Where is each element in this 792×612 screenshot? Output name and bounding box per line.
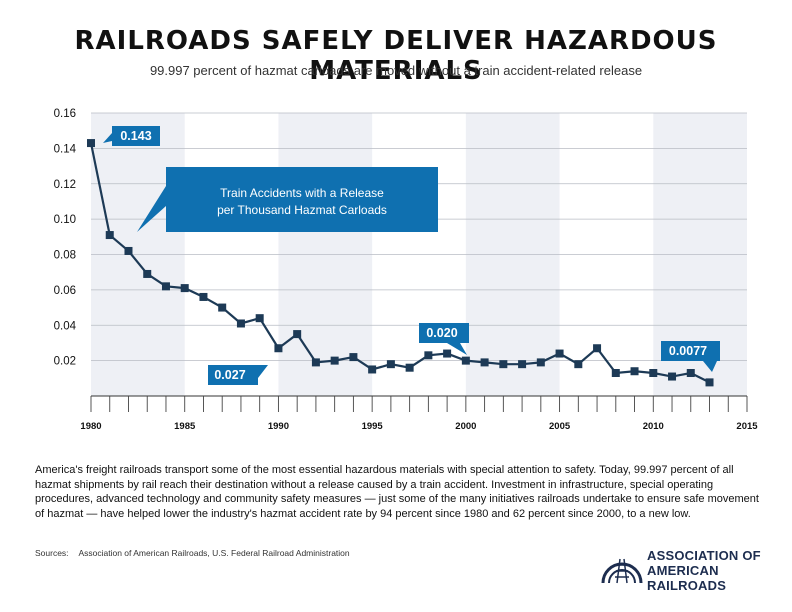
page-subtitle: 99.997 percent of hazmat carloads are mo… [149, 63, 643, 78]
data-point [480, 358, 489, 367]
value-callout-label: 0.143 [120, 129, 151, 143]
description-paragraph: America's freight railroads transport so… [35, 464, 759, 520]
data-point [218, 303, 227, 312]
sources-text: Association of American Railroads, U.S. … [78, 548, 350, 558]
y-tick-label: 0.12 [54, 179, 76, 191]
railroad-track-arch-icon [601, 558, 643, 584]
value-callout-label: 0.0077 [669, 344, 707, 358]
x-tick-label: 2015 [736, 421, 758, 432]
value-callout [419, 323, 469, 355]
y-tick-label: 0.04 [54, 320, 77, 332]
value-callout-label: 0.027 [214, 368, 245, 382]
value-callout [208, 365, 268, 385]
sources-label: Sources: [35, 548, 69, 558]
data-point [611, 369, 620, 378]
y-tick-label: 0.02 [54, 356, 76, 368]
y-tick-label: 0.06 [54, 285, 76, 297]
data-point [593, 344, 602, 353]
x-tick-label: 2000 [455, 421, 476, 432]
data-point [443, 349, 452, 358]
data-point [105, 231, 114, 240]
data-point [87, 139, 95, 148]
data-point [143, 269, 152, 278]
data-point [349, 353, 358, 362]
data-point [518, 360, 527, 369]
data-point [311, 358, 320, 367]
data-point [293, 330, 302, 339]
data-point [180, 284, 189, 293]
legend-text: Train Accidents with a Release [220, 186, 384, 200]
data-point [630, 367, 639, 376]
sources-line: Sources: Association of American Railroa… [35, 548, 350, 558]
data-point [574, 360, 583, 369]
value-callout [103, 126, 160, 146]
data-point [161, 282, 170, 291]
x-tick-label: 2005 [549, 421, 571, 432]
data-point [199, 292, 208, 301]
y-tick-label: 0.14 [54, 143, 77, 155]
data-point [705, 378, 714, 387]
data-point [686, 369, 695, 378]
page-title: RAILROADS SAFELY DELIVER HAZARDOUS MATER… [74, 26, 718, 86]
data-point [461, 356, 470, 365]
logo-line-1: ASSOCIATION OF [647, 548, 761, 563]
data-point [236, 319, 245, 328]
x-tick-label: 1985 [174, 421, 196, 432]
x-tick-label: 1980 [80, 421, 101, 432]
value-callout-label: 0.020 [426, 326, 457, 340]
data-point [274, 344, 283, 353]
data-point [368, 365, 377, 374]
x-tick-label: 1995 [362, 421, 384, 432]
data-point [255, 314, 264, 323]
hazmat-accident-chart: 0.02 0.04 0.06 0.08 0.10 0.12 0.14 0.16 1980 1985… [54, 108, 759, 432]
data-point [424, 351, 433, 360]
data-point [499, 360, 508, 369]
legend-text: per Thousand Hazmat Carloads [217, 203, 387, 217]
data-point [555, 349, 564, 358]
y-tick-label: 0.10 [54, 214, 76, 226]
logo-line-2: AMERICAN RAILROADS [647, 563, 727, 593]
y-tick-label: 0.08 [54, 250, 76, 262]
data-point [330, 356, 339, 365]
logo-text: ASSOCIATION OF AMERICAN RAILROADS [647, 548, 770, 593]
data-point [386, 360, 395, 369]
legend-callout-box [137, 167, 438, 232]
data-point [124, 246, 133, 255]
data-point [405, 363, 414, 372]
data-point [668, 372, 677, 381]
data-point [536, 358, 545, 367]
x-tick-label: 1990 [268, 421, 289, 432]
x-tick-label: 2010 [643, 421, 664, 432]
value-callout [661, 341, 720, 372]
data-point [649, 369, 658, 378]
y-tick-label: 0.16 [54, 108, 76, 120]
series-line [89, 142, 711, 384]
aar-logo: ASSOCIATION OF AMERICAN RAILROADS [600, 545, 770, 593]
